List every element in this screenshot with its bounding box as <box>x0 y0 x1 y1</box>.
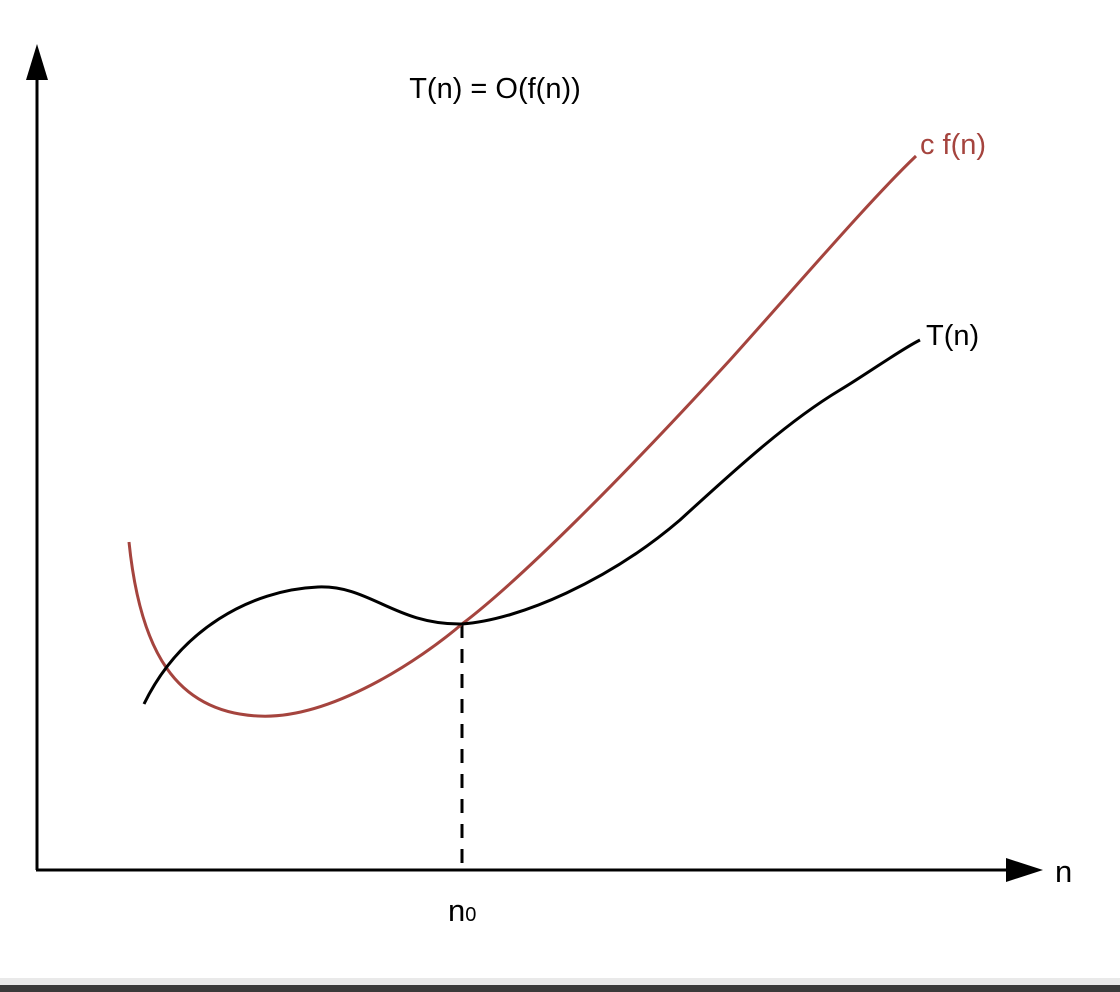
x-axis-arrowhead <box>1006 858 1043 882</box>
threshold-label-subscript: 0 <box>465 904 476 926</box>
upper-curve-label: c f(n) <box>920 129 986 161</box>
diagram-title: T(n) = O(f(n)) <box>409 73 581 105</box>
function-curve <box>142 338 921 705</box>
x-axis-label: n <box>1055 854 1072 889</box>
upper-bound-curve <box>127 154 918 718</box>
lower-curve-label: T(n) <box>926 320 979 352</box>
threshold-label-main: n <box>448 893 465 928</box>
threshold-label: n0 <box>448 893 476 928</box>
y-axis-arrowhead <box>26 44 48 80</box>
bottom-bar-shade <box>0 978 1120 985</box>
bottom-bar <box>0 985 1120 992</box>
